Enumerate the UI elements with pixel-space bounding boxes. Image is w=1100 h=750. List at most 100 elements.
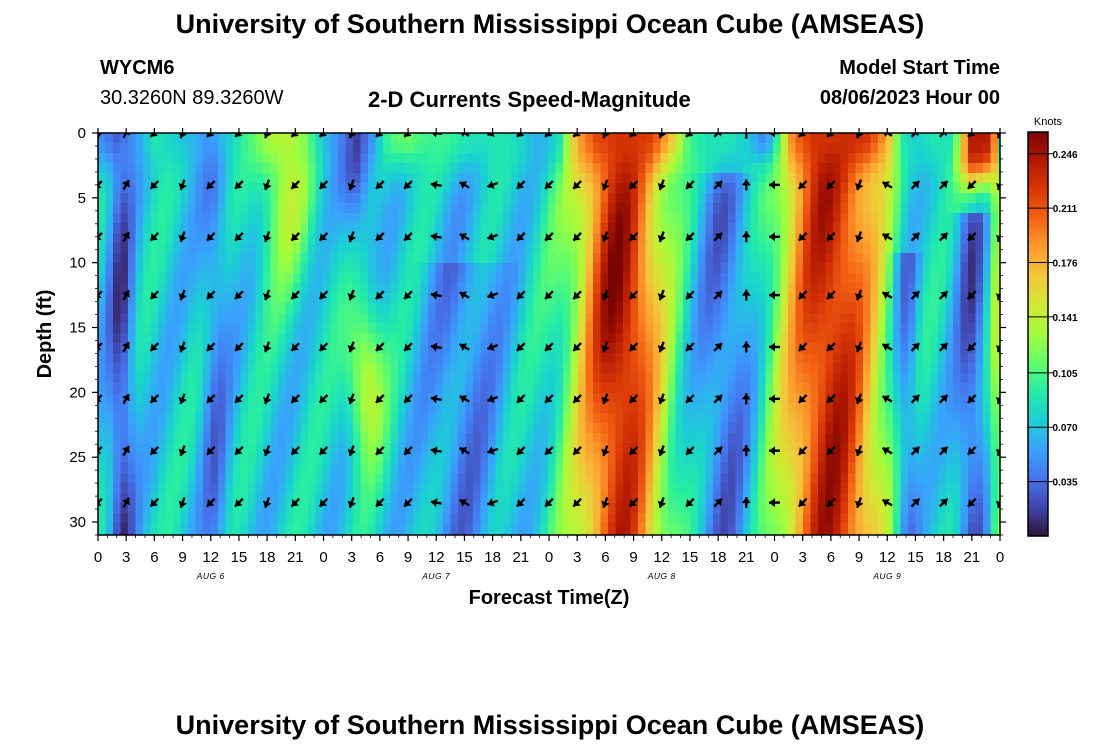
heatmap-cell — [293, 173, 302, 184]
heatmap-cell — [975, 463, 984, 474]
heatmap-cell — [180, 183, 189, 194]
heatmap-cell — [930, 273, 939, 284]
heatmap-cell — [293, 433, 302, 444]
heatmap-cell — [368, 243, 377, 254]
heatmap-cell — [623, 223, 632, 234]
heatmap-cell — [390, 433, 399, 444]
heatmap-cell — [150, 453, 159, 464]
heatmap-cell — [938, 223, 947, 234]
heatmap-cell — [458, 403, 467, 414]
heatmap-cell — [668, 473, 677, 484]
heatmap-cell — [570, 413, 579, 424]
heatmap-cell — [263, 503, 272, 514]
heatmap-cell — [218, 513, 227, 524]
heatmap-cell — [398, 193, 407, 204]
heatmap-cell — [473, 513, 482, 524]
heatmap-cell — [473, 443, 482, 454]
heatmap-cell — [870, 453, 879, 464]
heatmap-cell — [443, 193, 452, 204]
heatmap-cell — [698, 423, 707, 434]
heatmap-cell — [225, 513, 234, 524]
heatmap-cell — [795, 133, 804, 144]
heatmap-cell — [675, 533, 684, 535]
heatmap-cell — [338, 463, 347, 474]
heatmap-cell — [615, 363, 624, 374]
heatmap-cell — [578, 133, 587, 144]
heatmap-cell — [953, 213, 962, 224]
heatmap-cell — [195, 283, 204, 294]
heatmap-cell — [788, 293, 797, 304]
heatmap-cell — [795, 533, 804, 535]
heatmap-cell — [795, 443, 804, 454]
heatmap-cell — [675, 143, 684, 154]
heatmap-cell — [623, 333, 632, 344]
heatmap-cell — [338, 183, 347, 194]
heatmap-cell — [758, 503, 767, 514]
heatmap-cell — [638, 343, 647, 354]
heatmap-cell — [593, 473, 602, 484]
heatmap-cell — [488, 493, 497, 504]
heatmap-cell — [555, 263, 564, 274]
heatmap-cell — [675, 313, 684, 324]
heatmap-cell — [533, 323, 542, 334]
heatmap-cell — [420, 383, 429, 394]
heatmap-cell — [998, 473, 1000, 484]
heatmap-cell — [750, 253, 759, 264]
heatmap-cell — [443, 213, 452, 224]
heatmap-cell — [645, 343, 654, 354]
heatmap-cell — [638, 273, 647, 284]
heatmap-cell — [135, 483, 144, 494]
heatmap-cell — [728, 383, 737, 394]
heatmap-cell — [308, 333, 317, 344]
heatmap-cell — [278, 353, 287, 364]
heatmap-cell — [833, 533, 842, 535]
heatmap-cell — [833, 163, 842, 174]
heatmap-cell — [563, 363, 572, 374]
heatmap-cell — [405, 293, 414, 304]
heatmap-cell — [248, 213, 257, 224]
heatmap-cell — [180, 143, 189, 154]
heatmap-cell — [338, 533, 347, 535]
heatmap-cell — [203, 313, 212, 324]
heatmap-cell — [540, 353, 549, 364]
heatmap-cell — [510, 253, 519, 264]
heatmap-cell — [450, 333, 459, 344]
heatmap-cell — [810, 343, 819, 354]
heatmap-cell — [188, 273, 197, 284]
heatmap-cell — [765, 463, 774, 474]
heatmap-cell — [143, 313, 152, 324]
heatmap-cell — [540, 373, 549, 384]
heatmap-cell — [233, 263, 242, 274]
heatmap-cell — [398, 143, 407, 154]
heatmap-cell — [675, 383, 684, 394]
heatmap-cell — [173, 303, 182, 314]
heatmap-cell — [915, 283, 924, 294]
heatmap-cell — [450, 263, 459, 274]
heatmap-cell — [750, 173, 759, 184]
heatmap-cell — [158, 473, 167, 484]
heatmap-cell — [218, 233, 227, 244]
heatmap-cell — [128, 493, 137, 504]
heatmap-cell — [810, 183, 819, 194]
heatmap-cell — [870, 333, 879, 344]
heatmap-cell — [398, 173, 407, 184]
heatmap-cell — [113, 463, 122, 474]
heatmap-cell — [863, 253, 872, 264]
heatmap-cell — [548, 373, 557, 384]
heatmap-cell — [548, 483, 557, 494]
heatmap-cell — [945, 463, 954, 474]
heatmap-cell — [758, 433, 767, 444]
heatmap-cell — [495, 413, 504, 424]
heatmap-cell — [555, 313, 564, 324]
heatmap-cell — [668, 303, 677, 314]
heatmap-cell — [938, 243, 947, 254]
heatmap-cell — [698, 323, 707, 334]
heatmap-cell — [870, 203, 879, 214]
heatmap-cell — [623, 513, 632, 524]
heatmap-cell — [720, 273, 729, 284]
heatmap-cell — [323, 503, 332, 514]
heatmap-cell — [248, 403, 257, 414]
heatmap-cell — [600, 203, 609, 214]
heatmap-cell — [405, 183, 414, 194]
heatmap-cell — [195, 393, 204, 404]
